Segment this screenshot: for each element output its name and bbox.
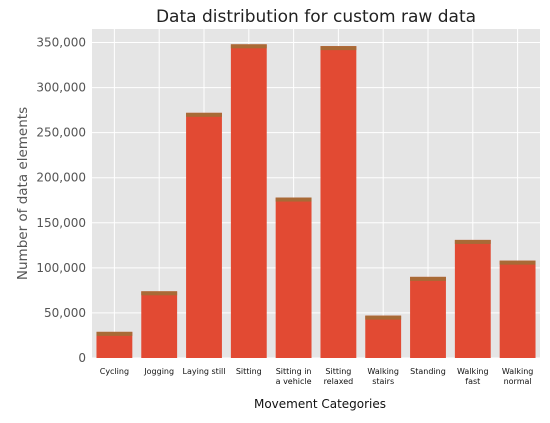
bar bbox=[96, 331, 133, 358]
x-tick-label: Standing bbox=[410, 367, 446, 376]
bar bbox=[454, 239, 491, 358]
x-tick-label: Jogging bbox=[143, 367, 174, 376]
bar bbox=[410, 276, 446, 358]
bar bbox=[365, 315, 402, 358]
y-tick-label: 0 bbox=[78, 351, 86, 365]
y-tick-label: 300,000 bbox=[36, 81, 86, 95]
y-tick-label: 50,000 bbox=[44, 306, 86, 320]
y-axis-label: Number of data elements bbox=[15, 107, 31, 280]
bar-top-edge bbox=[141, 291, 178, 296]
bar bbox=[499, 260, 536, 358]
bar bbox=[320, 46, 357, 358]
y-tick-labels: 0 50,000 100,000 150,000 200,000 250,000 300,0… bbox=[36, 36, 86, 365]
x-tick-label: Cycling bbox=[100, 367, 129, 376]
bar bbox=[186, 112, 222, 359]
bar bbox=[275, 197, 312, 358]
bar-top-edge bbox=[230, 44, 267, 49]
chart-title: Data distribution for custom raw data bbox=[156, 7, 476, 27]
y-tick-label: 200,000 bbox=[36, 171, 86, 185]
y-tick-label: 350,000 bbox=[36, 36, 86, 50]
bar bbox=[230, 44, 267, 358]
bars bbox=[96, 44, 536, 359]
bar-top-edge bbox=[365, 315, 402, 320]
bar-top-edge bbox=[96, 331, 133, 336]
y-tick-label: 250,000 bbox=[36, 126, 86, 140]
bar-top-edge bbox=[275, 197, 312, 202]
x-tick-label: Walking stairs bbox=[367, 367, 399, 386]
x-tick-label: Sitting in a vehicle bbox=[276, 367, 312, 386]
bar-top-edge bbox=[320, 46, 357, 51]
x-tick-label: Walking fast bbox=[457, 367, 489, 386]
x-axis-label: Movement Categories bbox=[254, 397, 386, 411]
x-tick-label: Walking normal bbox=[502, 367, 534, 386]
x-tick-label: Sitting bbox=[236, 367, 262, 376]
bar-top-edge bbox=[454, 239, 491, 244]
x-tick-labels: Cycling Jogging Laying still Sitting Sitting… bbox=[100, 367, 534, 386]
x-tick-label: Sitting relaxed bbox=[324, 367, 354, 386]
y-tick-label: 100,000 bbox=[36, 261, 86, 275]
bar-top-edge bbox=[499, 260, 536, 265]
x-tick-label: Laying still bbox=[183, 367, 226, 376]
bar bbox=[141, 291, 178, 358]
bar-top-edge bbox=[186, 112, 222, 117]
bar-top-edge bbox=[410, 276, 446, 281]
y-tick-label: 150,000 bbox=[36, 216, 86, 230]
